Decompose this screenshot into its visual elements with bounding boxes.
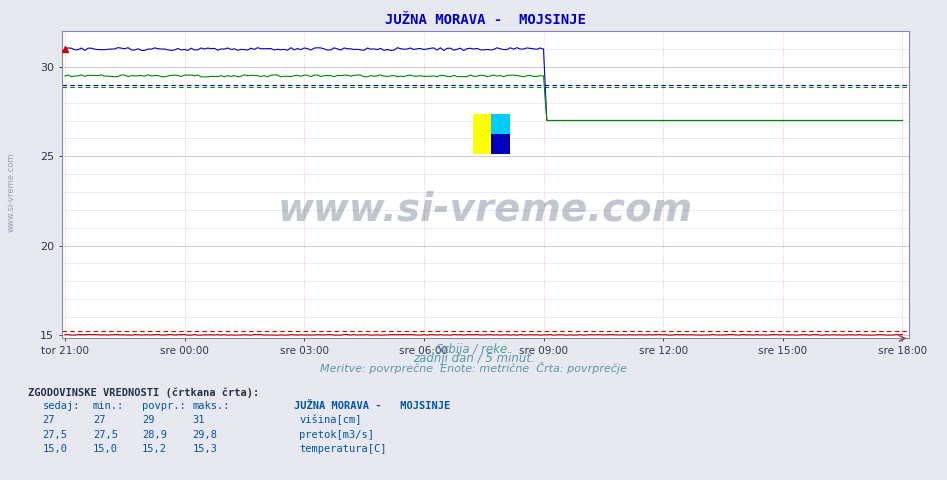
Text: 27: 27 [43, 415, 55, 425]
Text: 29: 29 [142, 415, 154, 425]
Text: 15,3: 15,3 [192, 444, 217, 454]
Text: www.si-vreme.com: www.si-vreme.com [277, 191, 693, 228]
Text: ZGODOVINSKE VREDNOSTI (črtkana črta):: ZGODOVINSKE VREDNOSTI (črtkana črta): [28, 387, 259, 398]
Text: pretok[m3/s]: pretok[m3/s] [299, 430, 374, 440]
Text: www.si-vreme.com: www.si-vreme.com [7, 152, 16, 232]
Text: 15,0: 15,0 [93, 444, 117, 454]
Text: 31: 31 [192, 415, 205, 425]
Text: povpr.:: povpr.: [142, 401, 186, 411]
Text: maks.:: maks.: [192, 401, 230, 411]
Text: zadnji dan / 5 minut.: zadnji dan / 5 minut. [413, 352, 534, 365]
Text: Srbija / reke.: Srbija / reke. [436, 343, 511, 356]
Text: sedaj:: sedaj: [43, 401, 80, 411]
Text: 28,9: 28,9 [142, 430, 167, 440]
Text: 15,0: 15,0 [43, 444, 67, 454]
Title: JUŽNA MORAVA -  MOJSINJE: JUŽNA MORAVA - MOJSINJE [384, 13, 586, 27]
Bar [491, 114, 509, 134]
Text: 27,5: 27,5 [93, 430, 117, 440]
Bar [473, 114, 491, 154]
Text: min.:: min.: [93, 401, 124, 411]
Text: 27,5: 27,5 [43, 430, 67, 440]
Bar [491, 134, 509, 154]
Text: 27: 27 [93, 415, 105, 425]
Text: 29,8: 29,8 [192, 430, 217, 440]
Text: Meritve: povrprečne  Enote: metrične  Črta: povrprečje: Meritve: povrprečne Enote: metrične Črta… [320, 362, 627, 374]
Text: temperatura[C]: temperatura[C] [299, 444, 386, 454]
Text: 15,2: 15,2 [142, 444, 167, 454]
Text: višina[cm]: višina[cm] [299, 415, 362, 425]
Text: JUŽNA MORAVA -   MOJSINJE: JUŽNA MORAVA - MOJSINJE [294, 401, 450, 411]
